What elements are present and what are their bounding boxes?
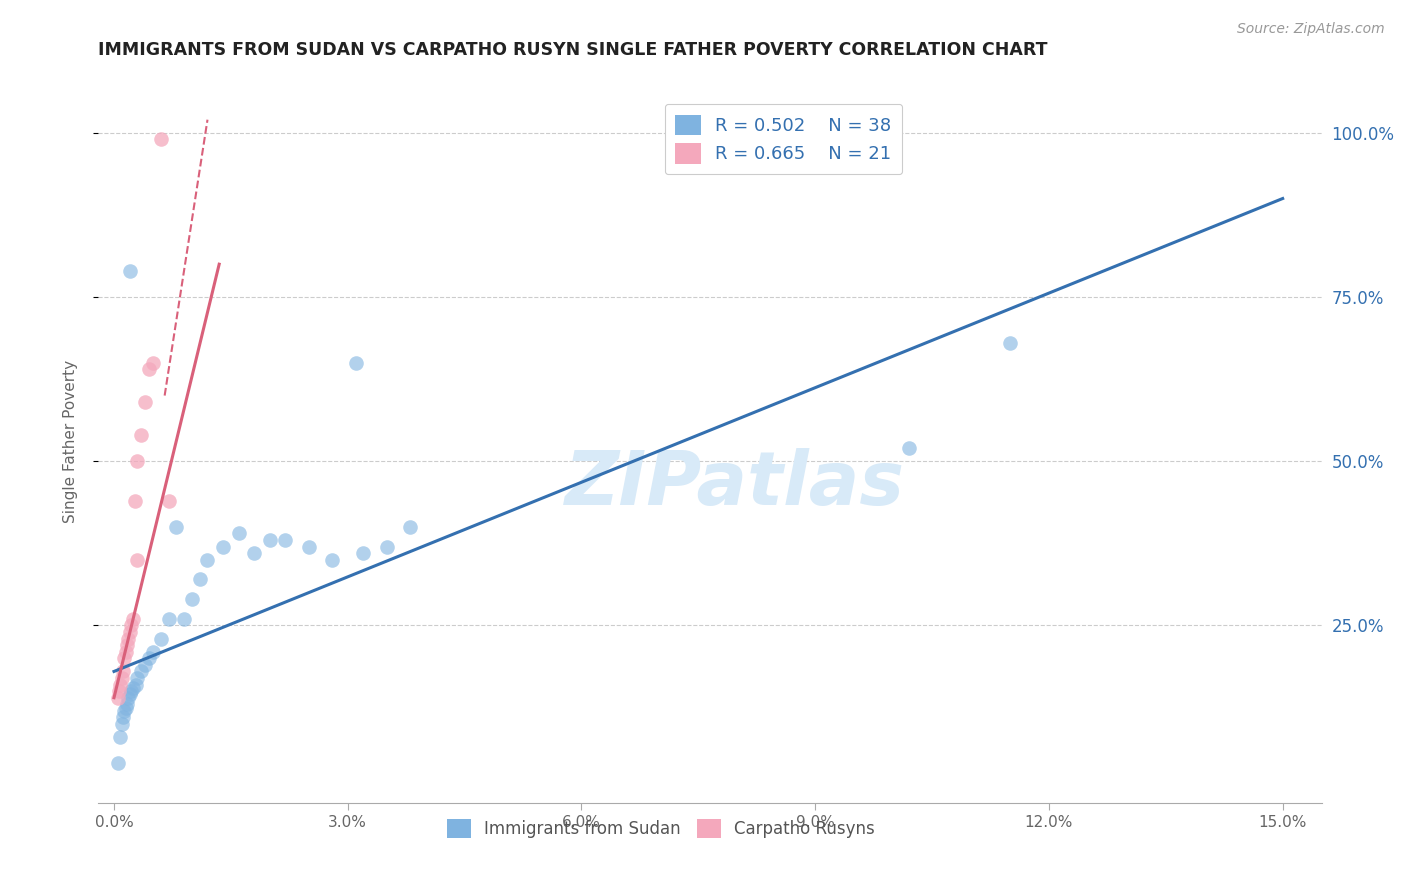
Point	[122, 681, 145, 695]
Point	[127, 454, 149, 468]
Point	[107, 756, 129, 771]
Point	[120, 618, 142, 632]
Point	[149, 132, 172, 146]
Point	[124, 493, 146, 508]
Point	[107, 690, 129, 705]
Point	[114, 700, 136, 714]
Point	[125, 677, 148, 691]
Point	[274, 533, 297, 547]
Y-axis label: Single Father Poverty: Single Father Poverty	[63, 360, 77, 523]
Point	[197, 553, 219, 567]
Point	[243, 546, 266, 560]
Point	[149, 632, 172, 646]
Point	[118, 264, 141, 278]
Point	[352, 546, 374, 560]
Point	[134, 395, 156, 409]
Text: IMMIGRANTS FROM SUDAN VS CARPATHO RUSYN SINGLE FATHER POVERTY CORRELATION CHART: IMMIGRANTS FROM SUDAN VS CARPATHO RUSYN …	[98, 41, 1047, 59]
Point	[157, 493, 180, 508]
Point	[173, 612, 195, 626]
Point	[111, 717, 134, 731]
Point	[259, 533, 281, 547]
Point	[180, 592, 202, 607]
Point	[118, 625, 141, 640]
Point	[127, 671, 149, 685]
Point	[399, 520, 422, 534]
Point	[188, 573, 211, 587]
Point	[111, 671, 134, 685]
Point	[142, 645, 165, 659]
Point	[138, 651, 160, 665]
Point	[110, 730, 132, 744]
Point	[134, 657, 156, 672]
Point	[117, 690, 139, 705]
Point	[129, 428, 152, 442]
Point	[118, 687, 141, 701]
Point	[344, 356, 367, 370]
Point	[120, 684, 142, 698]
Point	[138, 362, 160, 376]
Point	[142, 356, 165, 370]
Point	[112, 704, 135, 718]
Point	[112, 651, 135, 665]
Point	[127, 553, 149, 567]
Text: Source: ZipAtlas.com: Source: ZipAtlas.com	[1237, 22, 1385, 37]
Point	[375, 540, 398, 554]
Legend: Immigrants from Sudan, Carpatho Rusyns: Immigrants from Sudan, Carpatho Rusyns	[440, 813, 882, 845]
Point	[114, 645, 136, 659]
Point	[122, 612, 145, 626]
Point	[212, 540, 235, 554]
Point	[117, 632, 139, 646]
Point	[165, 520, 187, 534]
Point	[129, 665, 152, 679]
Point	[228, 526, 250, 541]
Point	[112, 665, 135, 679]
Point	[108, 684, 131, 698]
Point	[298, 540, 321, 554]
Point	[157, 612, 180, 626]
Text: ZIPatlas: ZIPatlas	[564, 449, 904, 522]
Point	[321, 553, 343, 567]
Point	[117, 638, 139, 652]
Point	[117, 698, 139, 712]
Point	[112, 710, 135, 724]
Point	[897, 441, 920, 455]
Point	[110, 677, 132, 691]
Point	[998, 336, 1021, 351]
